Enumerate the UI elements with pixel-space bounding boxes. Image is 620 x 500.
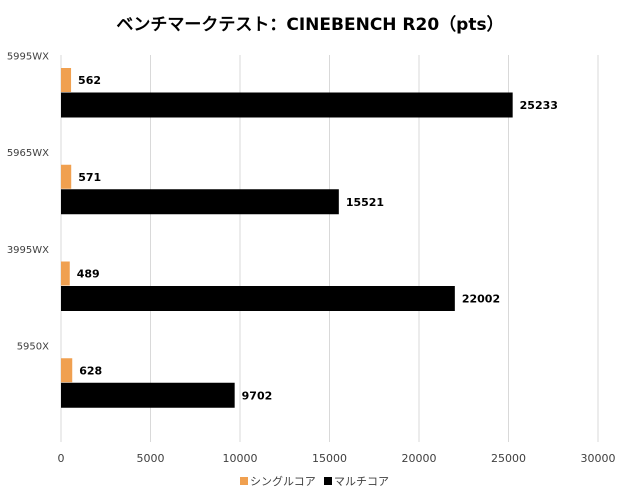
data-label: 9702 — [242, 389, 273, 402]
x-tick-label: 20000 — [402, 452, 437, 465]
x-tick-label: 10000 — [223, 452, 258, 465]
bar-single-core — [61, 261, 70, 286]
category-label: 5950X — [17, 342, 49, 353]
legend-label: シングルコア — [250, 474, 316, 488]
chart-title: ベンチマークテスト：CINEBENCH R20（pts） — [116, 15, 504, 35]
x-tick-label: 25000 — [491, 452, 526, 465]
bar-single-core — [61, 68, 72, 92]
category-label: 5995WX — [7, 51, 49, 62]
bar-multi-core — [61, 189, 339, 215]
bar-single-core — [61, 164, 72, 189]
category-label: 5965WX — [7, 148, 49, 159]
data-label: 562 — [78, 74, 101, 87]
legend-swatch — [240, 477, 248, 485]
data-label: 571 — [78, 171, 101, 184]
x-tick-label: 0 — [58, 452, 65, 465]
data-label: 25233 — [520, 99, 558, 112]
data-label: 22002 — [462, 293, 500, 306]
data-label: 489 — [77, 268, 100, 281]
bar-multi-core — [61, 382, 235, 408]
legend-swatch — [324, 477, 332, 485]
data-label: 628 — [79, 364, 102, 377]
x-tick-label: 15000 — [312, 452, 347, 465]
bar-multi-core — [61, 92, 513, 118]
bar-multi-core — [61, 286, 455, 311]
x-tick-label: 30000 — [581, 452, 616, 465]
x-tick-label: 5000 — [137, 452, 165, 465]
legend-label: マルチコア — [334, 475, 389, 488]
category-label: 3995WX — [7, 245, 49, 256]
data-label: 15521 — [346, 196, 384, 209]
bar-single-core — [61, 358, 73, 383]
